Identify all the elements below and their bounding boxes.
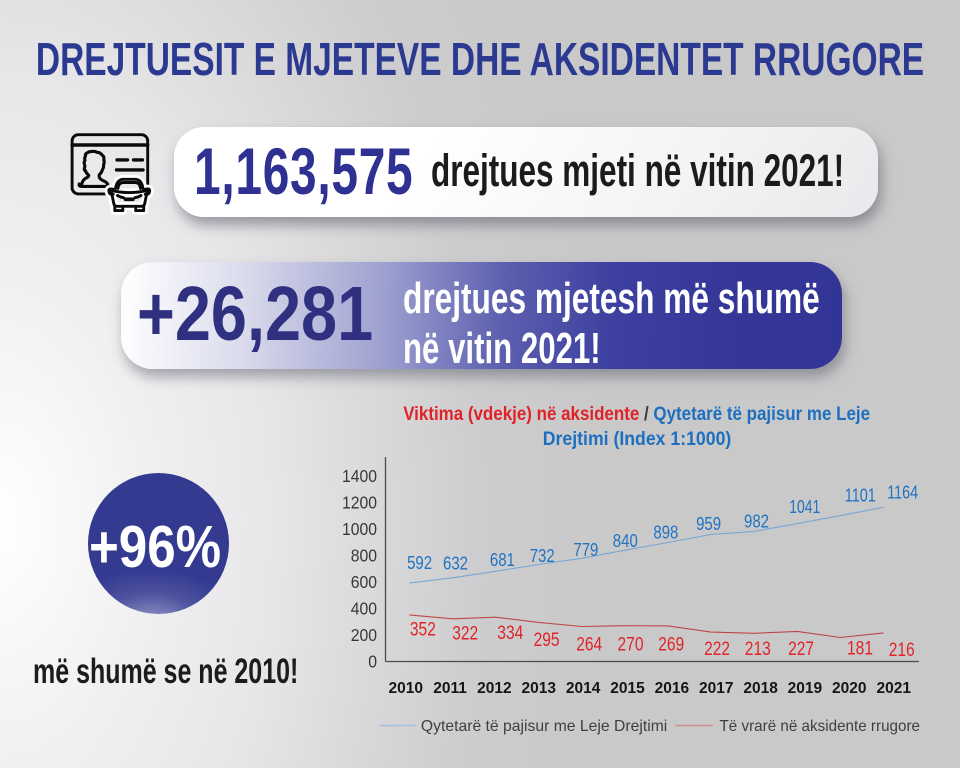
svg-text:898: 898: [653, 523, 678, 543]
svg-text:227: 227: [788, 638, 814, 660]
svg-text:1400: 1400: [342, 466, 377, 486]
svg-text:779: 779: [573, 540, 598, 560]
svg-text:295: 295: [534, 629, 560, 651]
svg-text:2013: 2013: [522, 680, 557, 697]
svg-text:600: 600: [351, 572, 378, 592]
svg-text:334: 334: [497, 622, 523, 644]
svg-text:2019: 2019: [788, 680, 823, 697]
svg-text:632: 632: [443, 554, 468, 574]
svg-text:2015: 2015: [610, 680, 645, 697]
svg-text:2014: 2014: [566, 680, 601, 697]
svg-text:322: 322: [452, 623, 478, 645]
svg-text:181: 181: [847, 638, 873, 660]
svg-text:2016: 2016: [655, 680, 690, 697]
svg-text:982: 982: [744, 511, 769, 531]
svg-text:2018: 2018: [743, 680, 778, 697]
svg-text:200: 200: [351, 625, 378, 645]
svg-text:269: 269: [658, 634, 684, 656]
svg-text:0: 0: [368, 652, 377, 672]
svg-text:732: 732: [530, 546, 555, 566]
svg-text:213: 213: [745, 638, 771, 660]
svg-text:2010: 2010: [388, 680, 422, 697]
svg-text:1164: 1164: [887, 483, 918, 503]
svg-text:1200: 1200: [342, 493, 377, 513]
svg-text:2011: 2011: [433, 680, 467, 697]
svg-text:2020: 2020: [832, 680, 866, 697]
svg-text:1101: 1101: [845, 486, 876, 506]
svg-text:2012: 2012: [477, 680, 511, 697]
svg-text:352: 352: [410, 619, 436, 641]
svg-text:800: 800: [351, 546, 378, 566]
svg-text:270: 270: [618, 634, 644, 656]
svg-text:2021: 2021: [876, 680, 911, 697]
svg-text:Të vrarë në aksidente rrugore: Të vrarë në aksidente rrugore: [720, 718, 921, 735]
svg-text:222: 222: [704, 638, 730, 660]
svg-text:681: 681: [490, 550, 515, 570]
svg-text:Qytetarë të pajisur me Leje Dr: Qytetarë të pajisur me Leje Drejtimi: [421, 718, 667, 735]
svg-text:216: 216: [889, 639, 915, 661]
svg-text:264: 264: [576, 634, 602, 656]
svg-text:592: 592: [407, 553, 432, 573]
svg-text:2017: 2017: [699, 680, 733, 697]
svg-text:959: 959: [696, 514, 721, 534]
svg-text:400: 400: [351, 599, 378, 619]
svg-text:1041: 1041: [789, 497, 820, 517]
svg-text:840: 840: [613, 531, 638, 551]
svg-text:1000: 1000: [342, 519, 377, 539]
